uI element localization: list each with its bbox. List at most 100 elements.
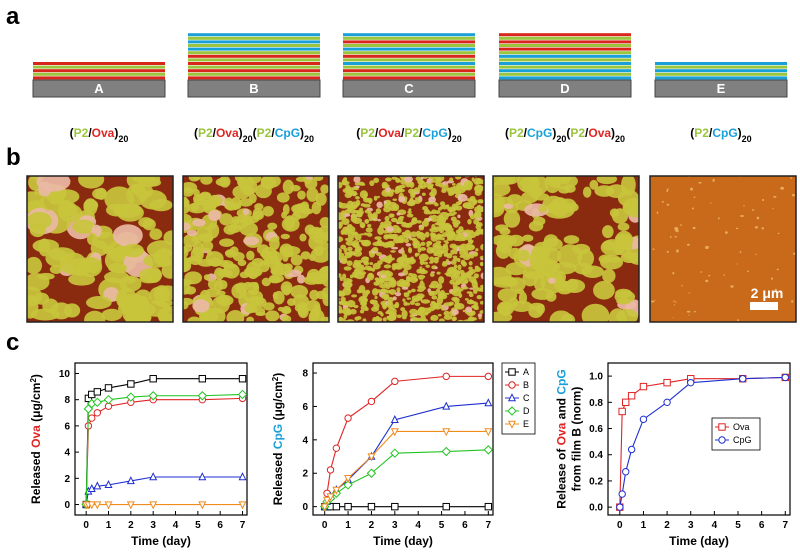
afm-grain [256, 244, 270, 255]
afm-grain [673, 304, 676, 306]
afm-grain [403, 238, 409, 244]
afm-grain [437, 207, 442, 211]
marker [323, 496, 332, 505]
afm-grain [473, 273, 479, 279]
afm-grain [269, 236, 280, 251]
afm-grain [280, 246, 288, 253]
afm-grain [380, 274, 387, 279]
afm-grain [444, 292, 450, 295]
afm-grain [304, 177, 318, 190]
marker [344, 502, 352, 511]
afm-grain [442, 245, 449, 253]
layer [33, 72, 165, 76]
afm-grain [353, 176, 361, 184]
afm-grain [480, 272, 484, 280]
x-tick-label: 7 [240, 520, 246, 531]
afm-grain [372, 212, 378, 219]
marker [390, 428, 399, 437]
afm-grain [431, 295, 438, 300]
afm-grain [308, 308, 325, 322]
afm-grain [429, 256, 435, 261]
afm-grain [380, 221, 385, 227]
y-tick-label: 0.6 [589, 424, 603, 435]
layer [499, 40, 631, 44]
afm-grain [422, 318, 429, 322]
afm-grain [383, 202, 390, 209]
marker [627, 392, 636, 400]
marker [343, 480, 353, 490]
afm-grain [549, 176, 578, 189]
afm-grain [236, 214, 250, 223]
afm-grain [428, 284, 435, 289]
afm-grain [262, 205, 274, 217]
afm-grain [261, 260, 267, 265]
afm-grain [108, 262, 127, 273]
film-name: E [717, 81, 726, 96]
afm-grain [518, 291, 528, 305]
afm-grain [130, 183, 143, 194]
afm-grain [473, 218, 480, 225]
afm-grain [449, 279, 455, 285]
afm-grain [369, 261, 374, 266]
afm-grain [87, 232, 98, 246]
afm-grain [192, 241, 204, 258]
afm-grain [183, 301, 189, 310]
afm-grain [390, 217, 398, 223]
afm-grain [479, 200, 484, 204]
afm-grain [242, 208, 250, 216]
marker [126, 476, 135, 485]
afm-grain [417, 274, 426, 279]
afm-grain [446, 204, 450, 208]
afm-grain [58, 204, 83, 223]
layer [188, 58, 320, 62]
afm-grain [306, 187, 319, 202]
afm-image [27, 176, 173, 322]
afm-grain [417, 285, 423, 290]
x-tick-label: 7 [486, 520, 492, 531]
afm-grain [417, 183, 423, 189]
substrate [187, 79, 321, 98]
marker [687, 378, 695, 387]
marker [622, 398, 630, 407]
afm-grain [426, 247, 435, 254]
marker [441, 446, 451, 457]
afm-grain [192, 299, 210, 313]
afm-grain [377, 260, 383, 265]
afm-grain [707, 246, 710, 248]
afm-grain [413, 218, 417, 221]
text-segment: / [419, 126, 423, 140]
afm-grain [589, 179, 599, 190]
afm-grain [543, 234, 559, 248]
legend-label: Ova [733, 422, 750, 432]
afm-grain [391, 233, 399, 240]
afm-grain [316, 290, 327, 300]
afm-grain [723, 274, 726, 276]
afm-grain [600, 255, 624, 270]
series-line [85, 476, 243, 505]
afm-grain [299, 233, 307, 242]
afm-grain [440, 223, 449, 231]
afm-grain [773, 195, 777, 198]
afm-grain [780, 186, 785, 190]
marker [237, 389, 248, 400]
afm-grain [339, 300, 348, 306]
afm-grain [27, 191, 45, 212]
afm-grain [479, 284, 484, 288]
afm-grain [666, 250, 669, 253]
marker [93, 501, 102, 510]
afm-grain [522, 234, 534, 242]
text-segment: Ova [92, 126, 115, 140]
marker [367, 453, 376, 462]
afm-grain [396, 314, 402, 319]
afm-grain [396, 212, 401, 216]
afm-grain [390, 283, 394, 286]
afm-grain [260, 176, 277, 190]
legend-label: CpG [733, 435, 752, 445]
afm-grain [343, 177, 348, 181]
afm-grain [679, 224, 683, 226]
afm-grain [136, 176, 161, 188]
afm-grain [386, 300, 394, 309]
afm-grain [358, 239, 364, 243]
afm-grain [700, 271, 703, 273]
afm-grain [561, 280, 571, 289]
